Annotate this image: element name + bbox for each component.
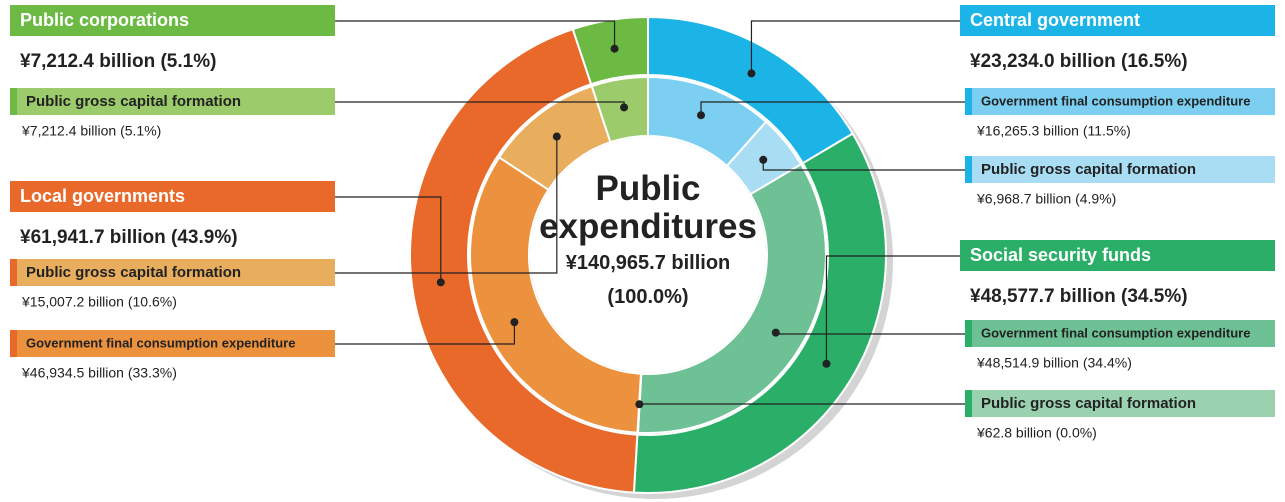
child-name: Government final consumption expenditure	[981, 325, 1250, 340]
leader-line	[335, 196, 442, 283]
outer-wedge	[409, 27, 639, 494]
child-box	[10, 88, 335, 115]
leader-line	[335, 322, 516, 345]
child-value: ¥6,968.7 billion (4.9%)	[976, 191, 1116, 207]
group-name: Local governments	[20, 186, 185, 206]
child-tab	[10, 88, 17, 115]
leader-dot	[747, 69, 756, 78]
child-box	[965, 156, 1275, 183]
child-name: Government final consumption expenditure	[981, 93, 1250, 108]
group-header	[960, 240, 1275, 271]
child-box	[965, 390, 1275, 417]
group-name: Central government	[970, 10, 1140, 30]
group-value: ¥7,212.4 billion (5.1%)	[20, 51, 216, 72]
child-value: ¥15,007.2 billion (10.6%)	[21, 294, 177, 310]
inner-wedge	[469, 156, 643, 434]
inner-wedge	[590, 75, 650, 144]
child-tab	[10, 259, 17, 286]
total-share: (100.0%)	[607, 286, 689, 308]
child-value: ¥46,934.5 billion (33.3%)	[21, 365, 177, 381]
leader-dot	[697, 111, 706, 120]
leader-line	[335, 20, 616, 49]
center-label: Public expenditures ¥140,965.7 billion (…	[518, 170, 778, 314]
child-box	[10, 330, 335, 357]
leader-dot	[759, 155, 768, 164]
child-box	[10, 259, 335, 286]
child-tab	[965, 320, 972, 347]
leader-dot	[620, 103, 629, 112]
outer-wedge	[571, 15, 650, 86]
child-value: ¥7,212.4 billion (5.1%)	[21, 123, 161, 139]
child-name: Public gross capital formation	[26, 264, 241, 281]
inner-wedge	[636, 162, 827, 434]
chart-title: Public expenditures	[539, 169, 757, 246]
child-tab	[965, 88, 972, 115]
group-value: ¥61,941.7 billion (43.9%)	[20, 227, 238, 248]
child-value: ¥16,265.3 billion (11.5%)	[976, 123, 1131, 139]
child-name: Public gross capital formation	[26, 93, 241, 110]
leader-line	[750, 20, 960, 74]
leader-dot	[822, 359, 831, 368]
child-tab	[965, 390, 972, 417]
group-header	[10, 181, 335, 212]
leader-dot	[771, 328, 780, 337]
child-tab	[965, 156, 972, 183]
group-header	[960, 5, 1275, 36]
group-name: Social security funds	[970, 245, 1151, 265]
leader-dot	[635, 400, 644, 409]
total-value: ¥140,965.7 billion	[565, 252, 731, 274]
child-value: ¥62.8 billion (0.0%)	[976, 425, 1097, 441]
leader-dot	[610, 44, 619, 53]
leader-line	[825, 255, 960, 364]
group-value: ¥23,234.0 billion (16.5%)	[970, 51, 1188, 72]
leader-dot	[552, 132, 561, 141]
child-name: Government final consumption expenditure	[26, 335, 295, 350]
leader-dot	[436, 278, 445, 287]
child-name: Public gross capital formation	[981, 161, 1196, 178]
outer-wedge	[632, 132, 887, 494]
group-header	[10, 5, 335, 36]
leader-line	[335, 136, 558, 274]
center-disc	[530, 137, 766, 373]
group-name: Public corporations	[20, 10, 189, 30]
child-box	[965, 320, 1275, 347]
child-tab	[10, 330, 17, 357]
child-value: ¥48,514.9 billion (34.4%)	[976, 355, 1132, 371]
leader-dot	[510, 318, 519, 327]
child-name: Public gross capital formation	[981, 395, 1196, 412]
leader-line	[700, 101, 965, 116]
child-box	[965, 88, 1275, 115]
group-value: ¥48,577.7 billion (34.5%)	[970, 286, 1188, 307]
